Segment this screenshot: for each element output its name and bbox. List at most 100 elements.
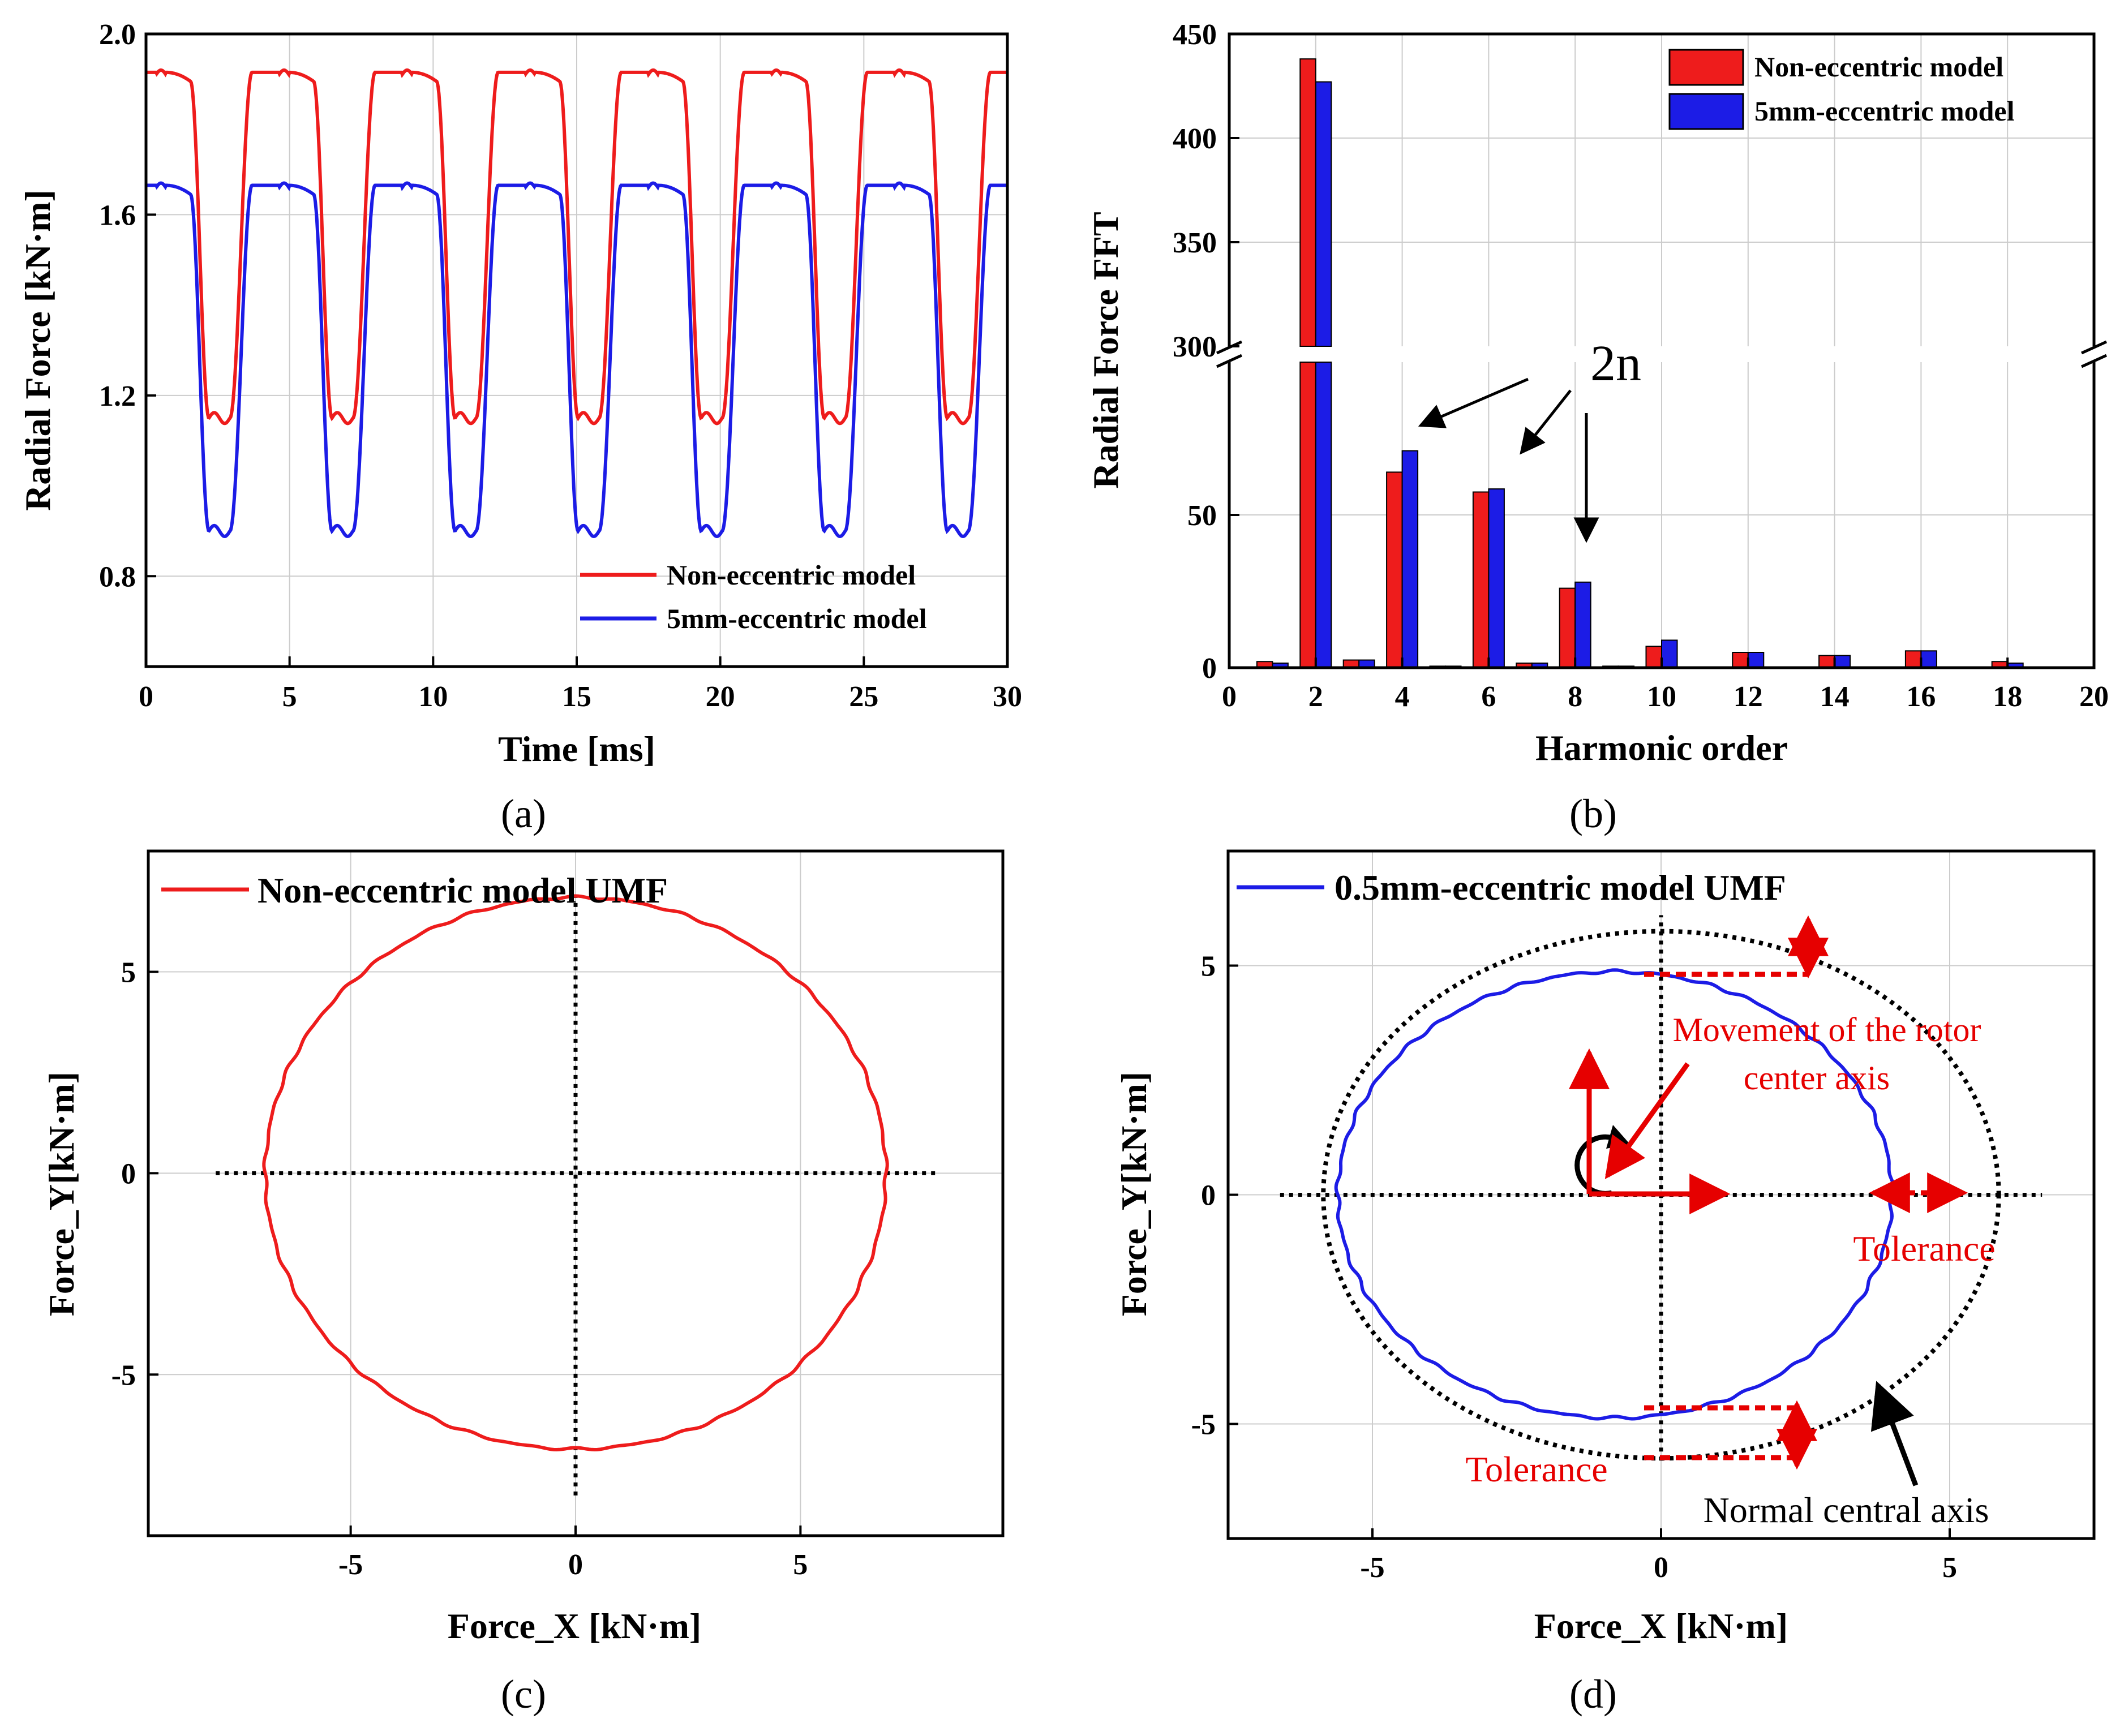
d-series-0 xyxy=(1334,968,1896,1421)
b-bar-0 xyxy=(1904,650,1922,669)
d-movement-arrow xyxy=(1604,1062,1690,1179)
c-ytick-label: 0 xyxy=(121,1158,136,1190)
b-axis-break-right xyxy=(2080,340,2108,368)
b-legend-label-0: Non-eccentric model xyxy=(1754,51,2003,83)
b-xtick-label: 6 xyxy=(1481,681,1496,713)
a-legend-label-1: 5mm-eccentric model xyxy=(667,603,927,634)
c-ytick-label: -5 xyxy=(111,1359,136,1391)
d-normal-axis-arrow xyxy=(1870,1381,1919,1486)
b-caption: (b) xyxy=(1569,791,1617,836)
d-xtick-label: 5 xyxy=(1942,1552,1957,1584)
b-bar-1 xyxy=(1488,488,1505,668)
d-ytick-label: -5 xyxy=(1191,1409,1216,1441)
d-ytick-label: 5 xyxy=(1201,951,1216,983)
a-xtick-label: 10 xyxy=(418,681,448,713)
b-arrow-to-4 xyxy=(1418,377,1529,428)
b-bar-0 xyxy=(1645,646,1663,668)
d-legend-label: 0.5mm-eccentric model UMF xyxy=(1335,867,1786,908)
d-plot-area xyxy=(1280,915,2043,1461)
panel-d: -5 0 5 5 0 -5 Force_X [kN·m] Force_Y[kN·m] 0.… xyxy=(1114,849,2096,1717)
b-grid xyxy=(1229,34,2094,668)
b-ytick-label: 450 xyxy=(1173,19,1217,51)
b-xtick-label: 4 xyxy=(1395,681,1410,713)
a-xtick-label: 0 xyxy=(139,681,153,713)
d-annotation-movement-2: center axis xyxy=(1744,1059,1890,1097)
a-ticks: 0 5 10 15 20 25 30 0.8 1.2 1.6 2.0 xyxy=(99,19,1022,713)
b-ytick-label: 50 xyxy=(1187,500,1217,532)
a-ytick-label: 1.6 xyxy=(99,199,136,231)
a-ytick-label: 0.8 xyxy=(99,561,136,593)
c-legend: Non-eccentric model UMF xyxy=(161,870,668,910)
b-ytick-label: 400 xyxy=(1173,123,1217,155)
panel-b: 0 2 4 6 8 10 12 14 16 18 20 0 50 300 350 400 450 Harmoni… xyxy=(1085,19,2109,836)
c-series-0 xyxy=(262,894,889,1452)
d-series-1 xyxy=(1321,929,2001,1461)
b-annotation-label: 2n xyxy=(1590,336,1641,392)
b-ticks: 0 2 4 6 8 10 12 14 16 18 20 0 50 300 350 400 450 xyxy=(1173,19,2109,713)
c-xlabel: Force_X [kN·m] xyxy=(448,1606,701,1646)
b-bar-1 xyxy=(1661,639,1678,669)
b-xtick-label: 8 xyxy=(1568,681,1582,713)
b-ytick-label: 350 xyxy=(1173,227,1217,259)
c-xtick-label: 0 xyxy=(568,1549,583,1581)
b-arrow-to-6 xyxy=(1520,389,1572,455)
b-legend: Non-eccentric model 5mm-eccentric model xyxy=(1668,49,2015,130)
c-ticks: -5 0 5 5 0 -5 xyxy=(111,957,808,1581)
b-xtick-label: 2 xyxy=(1308,681,1323,713)
panel-c: -5 0 5 5 0 -5 Force_X [kN·m] Force_Y[kN·m] No… xyxy=(41,849,1005,1717)
b-bar-0 xyxy=(1559,587,1576,668)
b-xtick-label: 10 xyxy=(1647,681,1676,713)
b-ytick-label: 0 xyxy=(1202,652,1217,685)
a-xtick-label: 15 xyxy=(562,681,591,713)
a-xtick-label: 30 xyxy=(993,681,1022,713)
b-annotation-2n: 2n xyxy=(1418,336,1641,543)
b-ytick-label: 300 xyxy=(1173,331,1217,363)
c-legend-label: Non-eccentric model UMF xyxy=(258,870,668,910)
d-annotation-normal-axis: Normal central axis xyxy=(1704,1490,1989,1530)
b-xtick-label: 14 xyxy=(1820,681,1850,713)
c-ytick-label: 5 xyxy=(121,957,136,989)
b-bar-0 xyxy=(1472,491,1490,668)
c-plot-area xyxy=(216,894,936,1496)
b-bar-1 xyxy=(1834,655,1851,669)
b-bar-1 xyxy=(1574,581,1591,669)
a-legend-label-0: Non-eccentric model xyxy=(667,559,916,591)
b-bar-0-lower xyxy=(1299,362,1316,668)
a-ytick-label: 2.0 xyxy=(99,19,136,51)
b-bar-1 xyxy=(1401,450,1419,668)
a-xlabel: Time [ms] xyxy=(498,729,655,769)
b-bar-1-upper xyxy=(1315,81,1332,347)
b-xtick-label: 20 xyxy=(2079,681,2109,713)
a-ylabel: Radial Force [kN·m] xyxy=(18,190,58,511)
a-plot-area xyxy=(146,68,1007,539)
b-xtick-label: 0 xyxy=(1222,681,1237,713)
d-legend: 0.5mm-eccentric model UMF xyxy=(1237,867,1786,908)
d-ticks: -5 0 5 5 0 -5 xyxy=(1191,951,1957,1584)
b-bar-1-lower xyxy=(1315,362,1332,668)
b-bar-0 xyxy=(1386,471,1403,669)
panel-a: 0 5 10 15 20 25 30 0.8 1.2 1.6 2.0 Time [ms] Radia… xyxy=(18,19,1022,836)
d-xlabel: Force_X [kN·m] xyxy=(1534,1606,1788,1646)
c-xtick-label: 5 xyxy=(793,1549,808,1581)
a-series-line-1 xyxy=(146,181,1007,539)
b-legend-label-1: 5mm-eccentric model xyxy=(1754,95,2015,127)
c-ylabel: Force_Y[kN·m] xyxy=(41,1072,81,1316)
b-bar-1 xyxy=(1920,650,1937,669)
b-xtick-label: 16 xyxy=(1906,681,1936,713)
a-ytick-label: 1.2 xyxy=(99,380,136,412)
d-ylabel: Force_Y[kN·m] xyxy=(1114,1072,1154,1316)
b-bar-0 xyxy=(1732,652,1749,668)
b-xtick-label: 18 xyxy=(1993,681,2022,713)
c-caption: (c) xyxy=(501,1671,546,1717)
d-annotation-tolerance-right: Tolerance xyxy=(1853,1228,1995,1269)
b-bar-1 xyxy=(1747,652,1765,668)
b-bar-0 xyxy=(1818,655,1835,669)
b-bar-0-upper xyxy=(1299,58,1316,347)
a-xtick-label: 5 xyxy=(282,681,297,713)
d-annotation-movement-1: Movement of the rotor xyxy=(1673,1011,1981,1049)
a-xtick-label: 20 xyxy=(706,681,735,713)
a-legend: Non-eccentric model 5mm-eccentric model xyxy=(580,559,927,634)
d-annotations: Movement of the rotor center axis Tolera… xyxy=(1465,915,1996,1530)
c-xtick-label: -5 xyxy=(338,1549,363,1581)
